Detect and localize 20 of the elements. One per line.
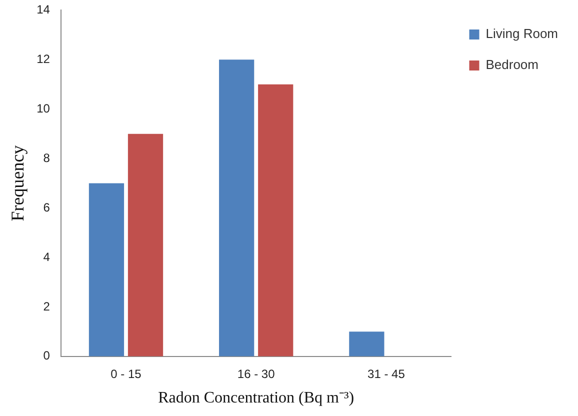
y-tick-label: 4 [43, 250, 50, 264]
legend-label: Bedroom [486, 57, 538, 72]
y-tick-label: 14 [36, 2, 50, 17]
y-tick-label: 10 [36, 101, 50, 116]
x-tick-label: 16 - 30 [237, 366, 276, 381]
bar [258, 84, 294, 356]
x-tick-label: 0 - 15 [110, 366, 142, 381]
bar [128, 134, 164, 356]
y-tick-label: 8 [43, 150, 50, 165]
x-axis-title: Radon Concentration (Bq m⁻³) [158, 390, 354, 407]
bar [219, 60, 254, 356]
y-tick-label: 12 [36, 52, 50, 66]
y-tick-label: 0 [43, 348, 50, 363]
legend-label: Living Room [486, 26, 558, 42]
bar [349, 332, 384, 356]
y-axis-title: Frequency [8, 145, 28, 222]
x-tick-label: 31 - 45 [368, 366, 406, 381]
y-tick-label: 2 [43, 299, 50, 314]
bar [88, 183, 124, 356]
y-tick-label: 6 [43, 200, 50, 214]
